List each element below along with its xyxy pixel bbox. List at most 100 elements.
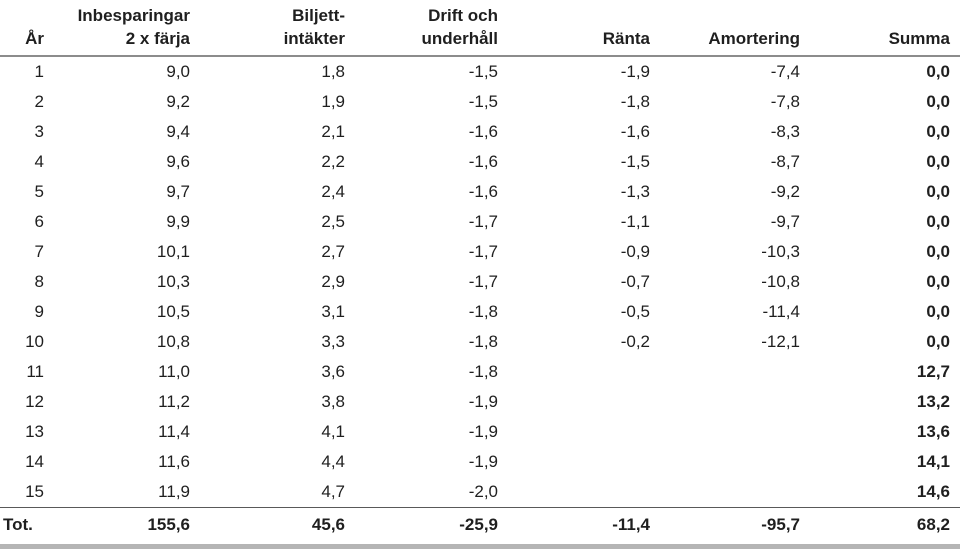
table-cell: 11,9: [158, 482, 190, 501]
table-cell: -1,9: [468, 452, 498, 471]
table-cell: 11,4: [158, 422, 190, 441]
table-cell: -9,7: [770, 212, 800, 231]
table-row: 11 11,0 3,6 -1,8 12,7: [0, 357, 960, 387]
table-cell: 0,0: [926, 122, 950, 141]
table-cell: -1,9: [468, 392, 498, 411]
table-row: 13 11,4 4,1 -1,9 13,6: [0, 417, 960, 447]
table-cell: -1,9: [620, 62, 650, 81]
total-cell: 45,6: [190, 507, 345, 542]
table-cell: 13,6: [916, 422, 950, 441]
table-cell: 15: [25, 482, 44, 501]
table-cell: 11,6: [158, 452, 190, 471]
table-cell: 3,1: [321, 302, 345, 321]
table-cell: -1,6: [468, 152, 498, 171]
table-cell: -1,8: [468, 332, 498, 351]
table-cell: 3,3: [321, 332, 345, 351]
table-cell: [650, 387, 800, 417]
table-cell: 3,8: [321, 392, 345, 411]
table-cell: 5: [34, 182, 44, 201]
table-cell: 9,0: [166, 62, 190, 81]
table-cell: [650, 417, 800, 447]
table-cell: -1,6: [468, 182, 498, 201]
table-cell: -1,7: [468, 242, 498, 261]
table-cell: -1,5: [620, 152, 650, 171]
table-cell: 2,5: [321, 212, 345, 231]
table-cell: -1,1: [620, 212, 650, 231]
table-cell: -8,3: [770, 122, 800, 141]
table-cell: 2,2: [321, 152, 345, 171]
table-cell: -7,8: [770, 92, 800, 111]
table-cell: 9,9: [166, 212, 190, 231]
total-cell: 155,6: [50, 507, 190, 542]
table-cell: 0,0: [926, 302, 950, 321]
table-cell: [650, 357, 800, 387]
table-cell: -1,5: [468, 62, 498, 81]
table-cell: -0,2: [620, 332, 650, 351]
table-cell: 10,3: [156, 272, 190, 291]
table-cell: 1,9: [321, 92, 345, 111]
total-cell: Tot.: [0, 507, 50, 542]
table-cell: -11,4: [762, 302, 801, 321]
table-cell: 9,6: [166, 152, 190, 171]
table-cell: 0,0: [926, 152, 950, 171]
table-cell: 2,7: [321, 242, 345, 261]
table-cell: 2,9: [321, 272, 345, 291]
total-row: Tot. 155,6 45,6 -25,9 -11,4 -95,7 68,2: [0, 507, 960, 542]
table-row: 8 10,3 2,9 -1,7 -0,7 -10,8 0,0: [0, 267, 960, 297]
table-cell: 10,5: [156, 302, 190, 321]
table-cell: 12: [25, 392, 44, 411]
table-cell: 8: [34, 272, 44, 291]
table-row: 3 9,4 2,1 -1,6 -1,6 -8,3 0,0: [0, 117, 960, 147]
table-cell: -1,3: [620, 182, 650, 201]
table-cell: 4,4: [321, 452, 345, 471]
table-cell: 9,4: [166, 122, 190, 141]
table-row: 5 9,7 2,4 -1,6 -1,3 -9,2 0,0: [0, 177, 960, 207]
header-summa: Summa: [800, 0, 960, 57]
table-cell: 7: [34, 242, 44, 261]
table-cell: 1,8: [321, 62, 345, 81]
table-cell: -0,9: [620, 242, 650, 261]
header-drift-underhall: Drift och underhåll: [345, 0, 498, 57]
table-cell: [498, 447, 650, 477]
table-row: 2 9,2 1,9 -1,5 -1,8 -7,8 0,0: [0, 87, 960, 117]
table-cell: -1,5: [468, 92, 498, 111]
table-cell: -1,7: [468, 212, 498, 231]
table-cell: 6: [34, 212, 44, 231]
table-cell: [650, 477, 800, 508]
total-cell: -25,9: [345, 507, 498, 542]
table-cell: 4,7: [321, 482, 345, 501]
table-cell: 1: [34, 62, 44, 81]
table-cell: 2,1: [321, 122, 345, 141]
table-cell: -1,8: [620, 92, 650, 111]
table-cell: -10,3: [761, 242, 800, 261]
header-year: År: [0, 0, 50, 57]
total-cell: -11,4: [498, 507, 650, 542]
header-biljettintakter: Biljett- intäkter: [190, 0, 345, 57]
table-cell: -1,8: [468, 362, 498, 381]
table-cell: 14: [25, 452, 44, 471]
table-row: 7 10,1 2,7 -1,7 -0,9 -10,3 0,0: [0, 237, 960, 267]
table-cell: 0,0: [926, 182, 950, 201]
table-cell: -1,6: [620, 122, 650, 141]
table-cell: [498, 477, 650, 508]
table-cell: 2,4: [321, 182, 345, 201]
table-row: 10 10,8 3,3 -1,8 -0,2 -12,1 0,0: [0, 327, 960, 357]
table-cell: -8,7: [770, 152, 800, 171]
table-cell: 14,6: [916, 482, 950, 501]
table-cell: 0,0: [926, 332, 950, 351]
header-ranta: Ränta: [498, 0, 650, 57]
table-cell: -0,5: [620, 302, 650, 321]
header-inbesparingar: Inbesparingar 2 x färja: [50, 0, 190, 57]
table-cell: 0,0: [926, 92, 950, 111]
table-cell: 0,0: [926, 242, 950, 261]
table-cell: -1,9: [468, 422, 498, 441]
table-cell: 4,1: [321, 422, 345, 441]
table-foot: Tot. 155,6 45,6 -25,9 -11,4 -95,7 68,2: [0, 507, 960, 542]
header-amortering: Amortering: [650, 0, 800, 57]
table-cell: 13: [25, 422, 44, 441]
table-cell: [498, 417, 650, 447]
table-row: 12 11,2 3,8 -1,9 13,2: [0, 387, 960, 417]
table-cell: -9,2: [770, 182, 800, 201]
table-cell: 3: [34, 122, 44, 141]
table-body: 1 9,0 1,8 -1,5 -1,9 -7,4 0,0 2 9,2 1,9 -1,5 -1,8 -7,…: [0, 56, 960, 508]
